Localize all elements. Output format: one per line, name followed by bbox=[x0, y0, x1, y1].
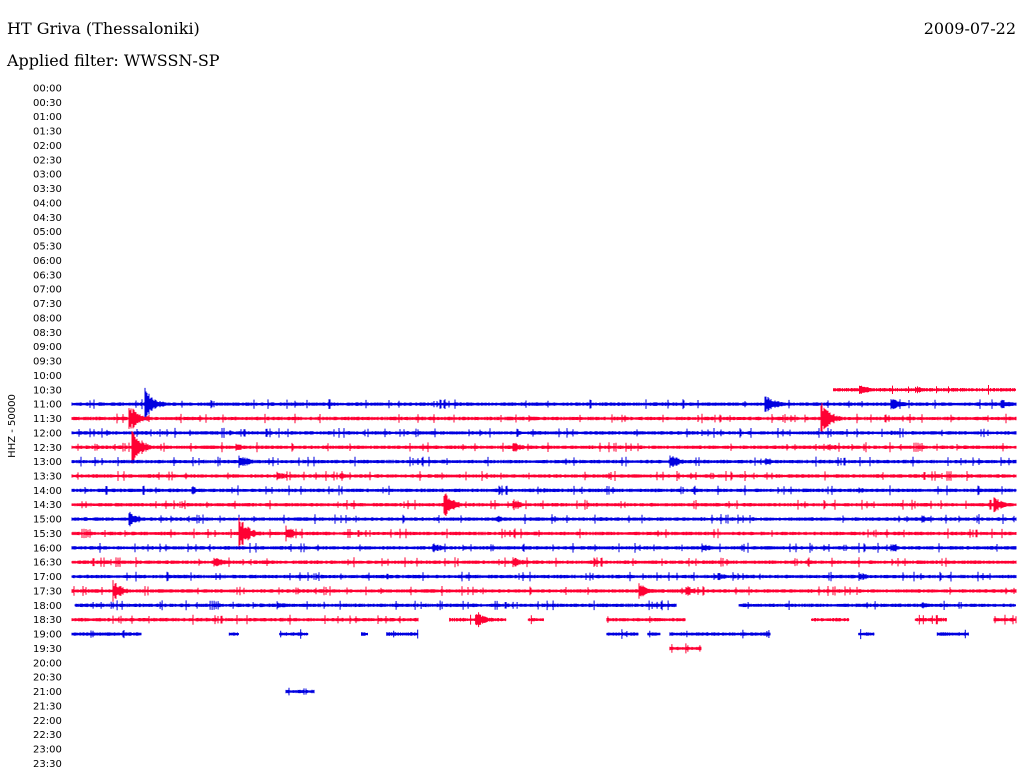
time-tick-label: 16:00 bbox=[33, 543, 62, 554]
y-axis-label: HHZ - 50000 bbox=[7, 394, 18, 458]
time-tick-label: 12:30 bbox=[33, 443, 62, 454]
time-tick-label: 22:30 bbox=[33, 730, 62, 741]
time-tick-label: 11:00 bbox=[33, 400, 62, 411]
trace-1130 bbox=[71, 403, 1017, 434]
time-tick-label: 22:00 bbox=[33, 716, 62, 727]
time-tick-label: 21:30 bbox=[33, 701, 62, 712]
time-tick-label: 03:30 bbox=[33, 184, 62, 195]
trace-1430 bbox=[71, 493, 1017, 516]
time-tick-label: 03:00 bbox=[33, 170, 62, 181]
time-tick-label: 04:00 bbox=[33, 198, 62, 209]
trace-1400 bbox=[71, 485, 1017, 496]
trace-1900 bbox=[71, 629, 969, 640]
trace-1100 bbox=[71, 387, 1017, 421]
trace-group bbox=[71, 385, 1017, 696]
time-tick-label: 00:30 bbox=[33, 98, 62, 109]
trace-1700 bbox=[71, 571, 1017, 582]
time-tick-label: 09:30 bbox=[33, 357, 62, 368]
filter-label: Applied filter: WWSSN-SP bbox=[7, 51, 220, 70]
time-tick-label: 16:30 bbox=[33, 558, 62, 569]
time-tick-label: 10:00 bbox=[33, 371, 62, 382]
time-tick-label: 23:30 bbox=[33, 759, 62, 770]
time-tick-label: 07:30 bbox=[33, 299, 62, 310]
time-tick-label: 23:00 bbox=[33, 745, 62, 756]
trace-1200 bbox=[71, 427, 1017, 438]
time-tick-labels: 00:00 00:30 01:00 01:30 02:00 02:30 03:00 03:30… bbox=[33, 84, 62, 770]
trace-1030 bbox=[833, 385, 1016, 395]
time-tick-label: 20:30 bbox=[33, 673, 62, 684]
time-tick-label: 10:30 bbox=[33, 385, 62, 396]
time-tick-label: 11:30 bbox=[33, 414, 62, 425]
time-tick-label: 20:00 bbox=[33, 658, 62, 669]
trace-1830 bbox=[71, 612, 1017, 628]
trace-1600 bbox=[71, 542, 1017, 553]
time-tick-label: 18:30 bbox=[33, 615, 62, 626]
time-tick-label: 15:30 bbox=[33, 529, 62, 540]
trace-1330 bbox=[71, 471, 1017, 481]
time-tick-label: 01:00 bbox=[33, 112, 62, 123]
trace-1500 bbox=[71, 511, 1017, 527]
time-tick-label: 19:30 bbox=[33, 644, 62, 655]
time-tick-label: 02:00 bbox=[33, 141, 62, 152]
time-tick-label: 05:00 bbox=[33, 227, 62, 238]
trace-1630 bbox=[71, 557, 1017, 568]
time-tick-label: 04:30 bbox=[33, 213, 62, 224]
time-tick-label: 00:00 bbox=[33, 84, 62, 95]
trace-2100 bbox=[285, 687, 315, 696]
time-tick-label: 05:30 bbox=[33, 242, 62, 253]
time-tick-label: 01:30 bbox=[33, 127, 62, 138]
time-tick-label: 07:00 bbox=[33, 285, 62, 296]
time-tick-label: 14:30 bbox=[33, 500, 62, 511]
trace-1930 bbox=[669, 643, 702, 654]
time-tick-label: 17:30 bbox=[33, 586, 62, 597]
trace-1530 bbox=[71, 517, 1017, 550]
trace-1300 bbox=[71, 455, 1017, 468]
station-title: HT Griva (Thessaloniki) bbox=[7, 19, 200, 38]
trace-1230 bbox=[71, 431, 1017, 464]
time-tick-label: 13:00 bbox=[33, 457, 62, 468]
time-tick-label: 08:30 bbox=[33, 328, 62, 339]
time-tick-label: 13:30 bbox=[33, 471, 62, 482]
time-tick-label: 17:00 bbox=[33, 572, 62, 583]
date-label: 2009-07-22 bbox=[923, 19, 1016, 38]
time-tick-label: 18:00 bbox=[33, 601, 62, 612]
time-tick-label: 21:00 bbox=[33, 687, 62, 698]
time-tick-label: 02:30 bbox=[33, 155, 62, 166]
time-tick-label: 09:00 bbox=[33, 342, 62, 353]
time-tick-label: 06:00 bbox=[33, 256, 62, 267]
time-tick-label: 12:00 bbox=[33, 428, 62, 439]
time-tick-label: 15:00 bbox=[33, 515, 62, 526]
time-tick-label: 14:00 bbox=[33, 486, 62, 497]
time-tick-label: 08:00 bbox=[33, 313, 62, 324]
trace-1730 bbox=[71, 580, 1017, 602]
time-tick-label: 19:00 bbox=[33, 630, 62, 641]
trace-1800 bbox=[74, 600, 1016, 611]
time-tick-label: 06:30 bbox=[33, 270, 62, 281]
